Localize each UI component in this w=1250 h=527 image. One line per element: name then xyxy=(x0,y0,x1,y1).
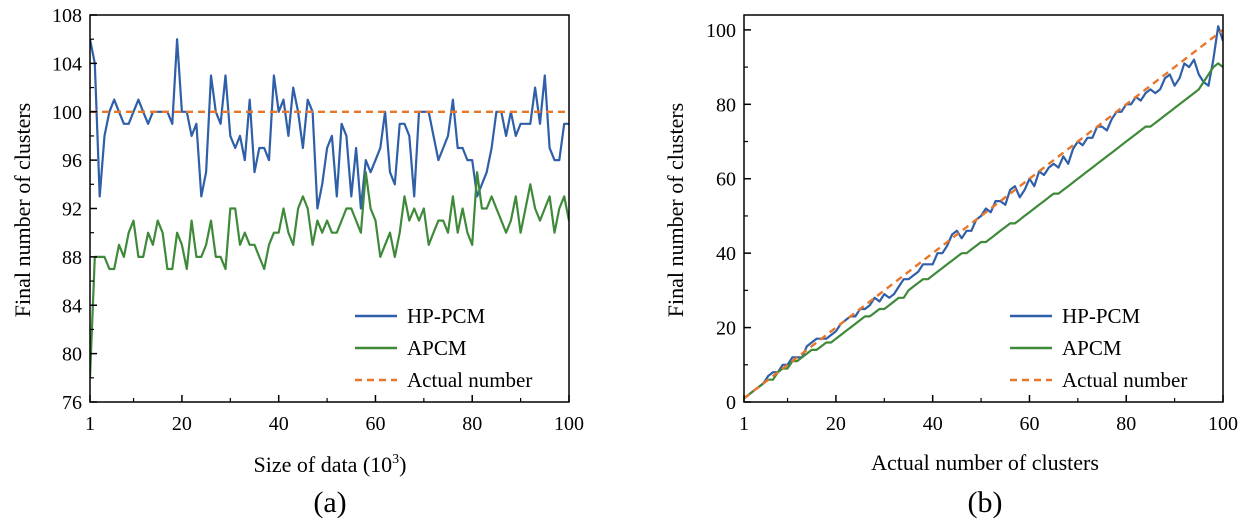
panel-a-x-tick-label: 80 xyxy=(462,413,482,435)
panel-a-y-tick-label: 92 xyxy=(62,199,82,221)
panel-b-y-tick-label: 20 xyxy=(716,318,736,340)
panel-b-x-axis-label: Actual number of clusters xyxy=(871,450,1099,475)
panel-a-x-tick-label: 60 xyxy=(365,413,385,435)
panel-b-y-tick-label: 80 xyxy=(716,94,736,116)
panel-b-x-tick-label: 80 xyxy=(1116,413,1136,435)
panel-a-legend-label: Actual number xyxy=(407,368,532,392)
panel-b: 1 20 40 60 80 100 0 20 40 60 80 100 HP-PCM APCM Actua… xyxy=(663,14,1238,519)
panel-a-y-tick-label: 80 xyxy=(62,344,82,366)
panel-b-y-tick-label: 100 xyxy=(706,20,736,42)
panel-b-series-hp-pcm xyxy=(744,25,1223,400)
panel-a-y-tick-label: 104 xyxy=(52,53,82,75)
panel-a-y-tick-label: 84 xyxy=(62,295,82,317)
panel-a-legend-label: HP-PCM xyxy=(407,304,486,328)
panel-b-x-tick-label: 20 xyxy=(826,413,846,435)
panel-a-x-tick-label: 1 xyxy=(85,413,95,435)
panel-b-x-tick-label: 40 xyxy=(923,413,943,435)
panel-b-legend-label: Actual number xyxy=(1062,368,1187,392)
panel-a-y-tick-label: 100 xyxy=(52,102,82,124)
panel-b-ticks: 1 20 40 60 80 100 0 20 40 60 80 100 xyxy=(706,20,1238,435)
panel-a-legend: HP-PCM APCM Actual number xyxy=(355,304,532,392)
panel-b-y-tick-label: 40 xyxy=(716,243,736,265)
panel-b-legend-label: HP-PCM xyxy=(1062,304,1141,328)
panel-a-series-hp-pcm xyxy=(90,38,569,210)
panel-a-series-apcm xyxy=(90,171,569,378)
panel-a-label: (a) xyxy=(313,486,346,519)
panel-b-x-tick-label: 100 xyxy=(1208,413,1238,435)
panel-a-ticks: 1 20 40 60 80 100 76 80 84 88 92 96 100 104 108 xyxy=(52,5,584,435)
panel-a: 1 20 40 60 80 100 76 80 84 88 92 96 100 104 108 HP-PCM… xyxy=(10,5,584,519)
panel-b-series-layer xyxy=(744,25,1223,400)
panel-b-plot-frame xyxy=(743,14,1224,403)
panel-a-legend-label: APCM xyxy=(407,336,467,360)
panel-a-x-axis-label: Size of data (103) xyxy=(254,452,407,477)
panel-b-label: (b) xyxy=(968,486,1003,519)
panel-b-x-tick-label: 1 xyxy=(739,413,749,435)
panel-a-series-layer xyxy=(90,38,569,378)
panel-b-y-tick-label: 0 xyxy=(726,392,736,414)
panel-a-y-axis-label: Final number of clusters xyxy=(10,103,35,317)
panel-b-legend-label: APCM xyxy=(1062,336,1122,360)
panel-b-series-actual-number xyxy=(744,28,1223,400)
panel-b-series-apcm xyxy=(744,62,1223,400)
panel-a-x-tick-label: 40 xyxy=(269,413,289,435)
panel-a-y-tick-label: 108 xyxy=(52,5,82,27)
panel-b-legend: HP-PCM APCM Actual number xyxy=(1010,304,1187,392)
panel-a-y-tick-label: 76 xyxy=(62,392,82,414)
panel-b-x-tick-label: 60 xyxy=(1019,413,1039,435)
panel-b-y-axis-label: Final number of clusters xyxy=(663,103,688,317)
panel-b-y-tick-label: 60 xyxy=(716,169,736,191)
panel-a-x-tick-label: 100 xyxy=(554,413,584,435)
panel-a-y-tick-label: 96 xyxy=(62,150,82,172)
panel-a-x-tick-label: 20 xyxy=(172,413,192,435)
panel-a-y-tick-label: 88 xyxy=(62,247,82,269)
